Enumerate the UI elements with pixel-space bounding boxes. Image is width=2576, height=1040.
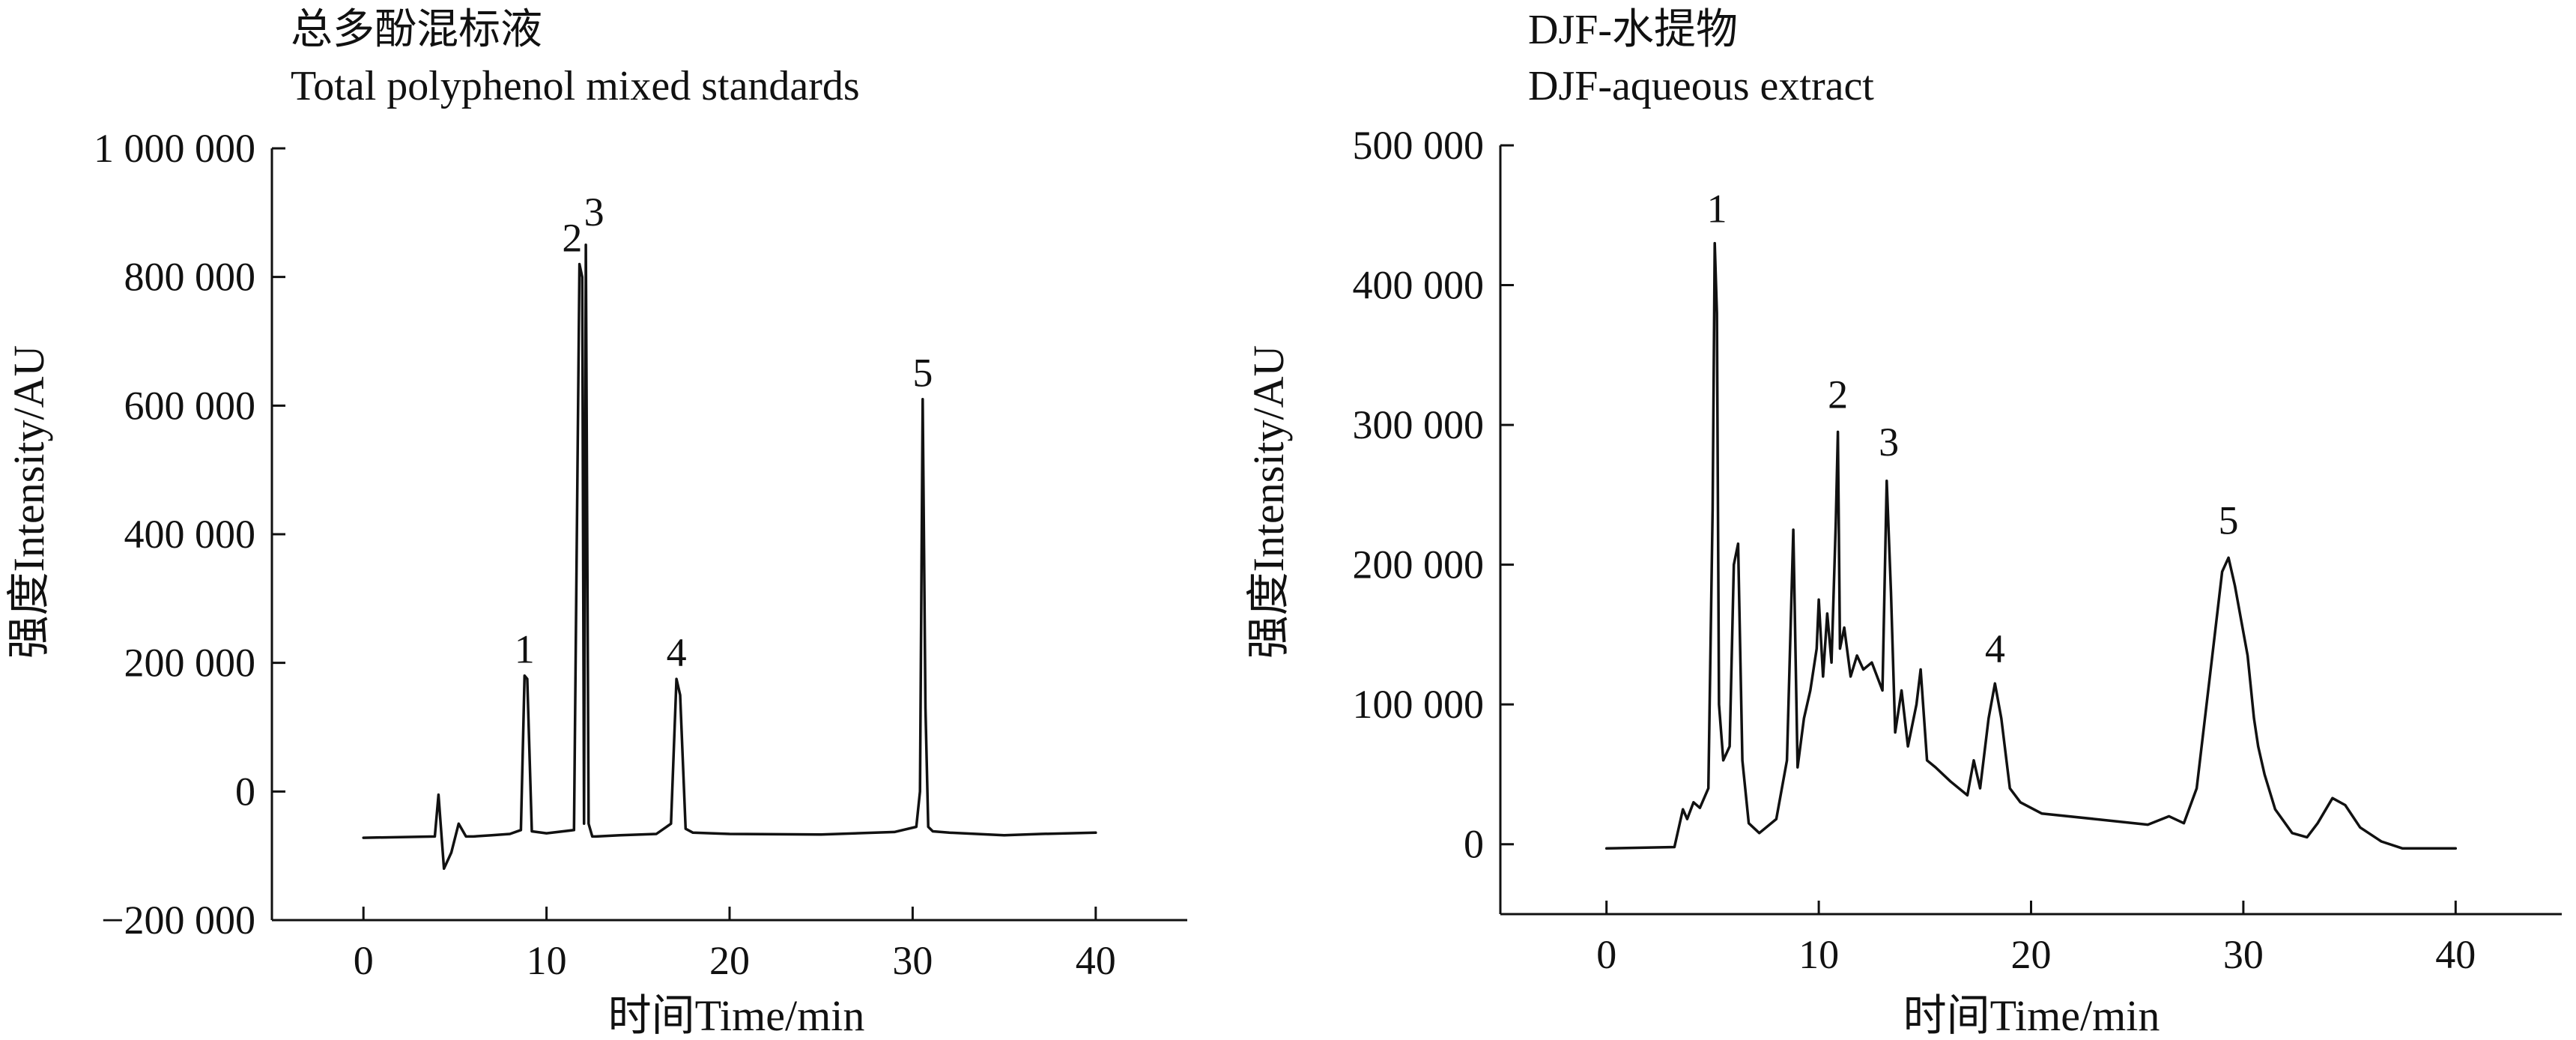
y-tick-label: 500 000 <box>1353 123 1485 168</box>
y-tick-label: 400 000 <box>1353 263 1485 308</box>
chart-subtitle: DJF-aqueous extract <box>1528 63 1874 109</box>
y-tick-label: 600 000 <box>124 383 256 428</box>
x-tick-label: 30 <box>2223 932 2264 977</box>
x-axis-label: 时间Time/min <box>608 991 865 1040</box>
x-tick-label: 0 <box>1596 932 1616 977</box>
y-tick-label: 200 000 <box>1353 542 1485 587</box>
plot-area: −200 000 0 200 000 400 000 600 000 800 000 1 0… <box>94 126 1187 983</box>
peak-label: 5 <box>912 351 933 396</box>
peak-label: 2 <box>562 215 582 260</box>
y-axis-label: 强度Intensity/AU <box>1244 345 1293 659</box>
x-tick-label: 40 <box>2435 932 2476 977</box>
peak-label: 3 <box>584 190 604 235</box>
y-tick-label: 200 000 <box>124 641 256 686</box>
y-axis-label: 强度Intensity/AU <box>4 345 53 659</box>
peak-label: 1 <box>515 627 535 672</box>
x-tick-label: 40 <box>1076 938 1116 983</box>
y-tick-label: 300 000 <box>1353 402 1485 447</box>
chart-title: 总多酚混标液 <box>291 7 542 53</box>
x-axis-label: 时间Time/min <box>1903 991 2160 1040</box>
chart-panel-aqueous-extract: DJF-水提物 DJF-aqueous extract 0 100 000 200 … <box>1244 7 2562 1040</box>
chart-subtitle: Total polyphenol mixed standards <box>291 63 860 109</box>
y-tick-label: 800 000 <box>124 255 256 300</box>
x-tick-label: 10 <box>1798 932 1839 977</box>
x-tick-label: 30 <box>892 938 933 983</box>
x-tick-label: 10 <box>527 938 567 983</box>
y-tick-label: 1 000 000 <box>94 126 255 171</box>
y-tick-label: 0 <box>235 769 255 814</box>
chart-title: DJF-水提物 <box>1528 7 1738 53</box>
peak-label: 3 <box>1879 420 1899 465</box>
y-tick-label: 100 000 <box>1353 682 1485 727</box>
chromatogram-trace <box>362 244 1097 871</box>
y-tick-label: 0 <box>1464 822 1484 867</box>
peak-label: 4 <box>1985 626 2005 671</box>
x-tick-label: 20 <box>2011 932 2052 977</box>
peak-label: 4 <box>667 630 687 675</box>
chart-panel-standards: 总多酚混标液 Total polyphenol mixed standards … <box>4 7 1187 1040</box>
peak-label: 1 <box>1707 187 1727 232</box>
chromatogram-trace <box>1604 241 2458 850</box>
x-tick-label: 0 <box>354 938 374 983</box>
plot-area: 0 100 000 200 000 300 000 400 000 500 000 0 10 2… <box>1353 123 2562 977</box>
peak-label: 2 <box>1828 372 1848 417</box>
y-tick-label: 400 000 <box>124 512 256 557</box>
x-tick-label: 20 <box>709 938 750 983</box>
peak-label: 5 <box>2219 498 2239 543</box>
y-tick-label: −200 000 <box>101 898 255 943</box>
